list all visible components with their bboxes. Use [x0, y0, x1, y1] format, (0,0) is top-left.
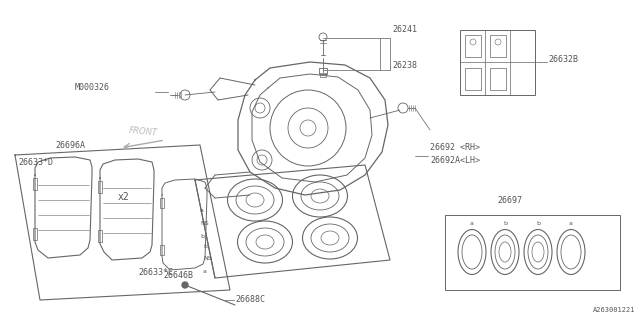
Text: a: a [203, 269, 207, 274]
Bar [465, 68, 481, 90]
Text: NS: NS [200, 221, 209, 226]
Bar [460, 30, 535, 95]
Text: b: b [503, 221, 507, 226]
Text: 26238: 26238 [392, 61, 417, 70]
Text: 26688C: 26688C [235, 295, 265, 304]
Bar [319, 68, 327, 74]
Text: b: b [203, 244, 207, 249]
Text: 26241: 26241 [392, 25, 417, 34]
Circle shape [182, 282, 188, 288]
Bar [98, 230, 102, 242]
Text: 26697: 26697 [497, 196, 522, 205]
Text: 26646B: 26646B [163, 271, 193, 280]
Bar [490, 35, 506, 57]
Bar [445, 215, 620, 290]
Text: FRONT: FRONT [129, 125, 158, 137]
Text: b: b [536, 221, 540, 226]
Bar [490, 68, 506, 90]
Text: x2: x2 [118, 192, 130, 202]
Bar [320, 73, 326, 77]
Text: M000326: M000326 [75, 83, 110, 92]
Text: 26633*C: 26633*C [138, 268, 173, 277]
Text: NS: NS [203, 256, 212, 261]
Text: 26633*D: 26633*D [18, 158, 53, 167]
Bar [160, 245, 164, 255]
Text: 26696A: 26696A [55, 141, 85, 150]
Text: a: a [569, 221, 573, 226]
Text: a: a [470, 221, 474, 226]
Bar [33, 228, 37, 240]
Text: 26692 <RH>: 26692 <RH> [430, 143, 480, 152]
Text: A263001221: A263001221 [593, 307, 635, 313]
Bar [98, 181, 102, 193]
Bar [160, 198, 164, 208]
Text: 26692A<LH>: 26692A<LH> [430, 156, 480, 165]
Bar [33, 178, 37, 190]
Text: b: b [200, 234, 204, 239]
Bar [465, 35, 481, 57]
Text: a: a [200, 208, 204, 213]
Text: 26632B: 26632B [548, 55, 578, 64]
